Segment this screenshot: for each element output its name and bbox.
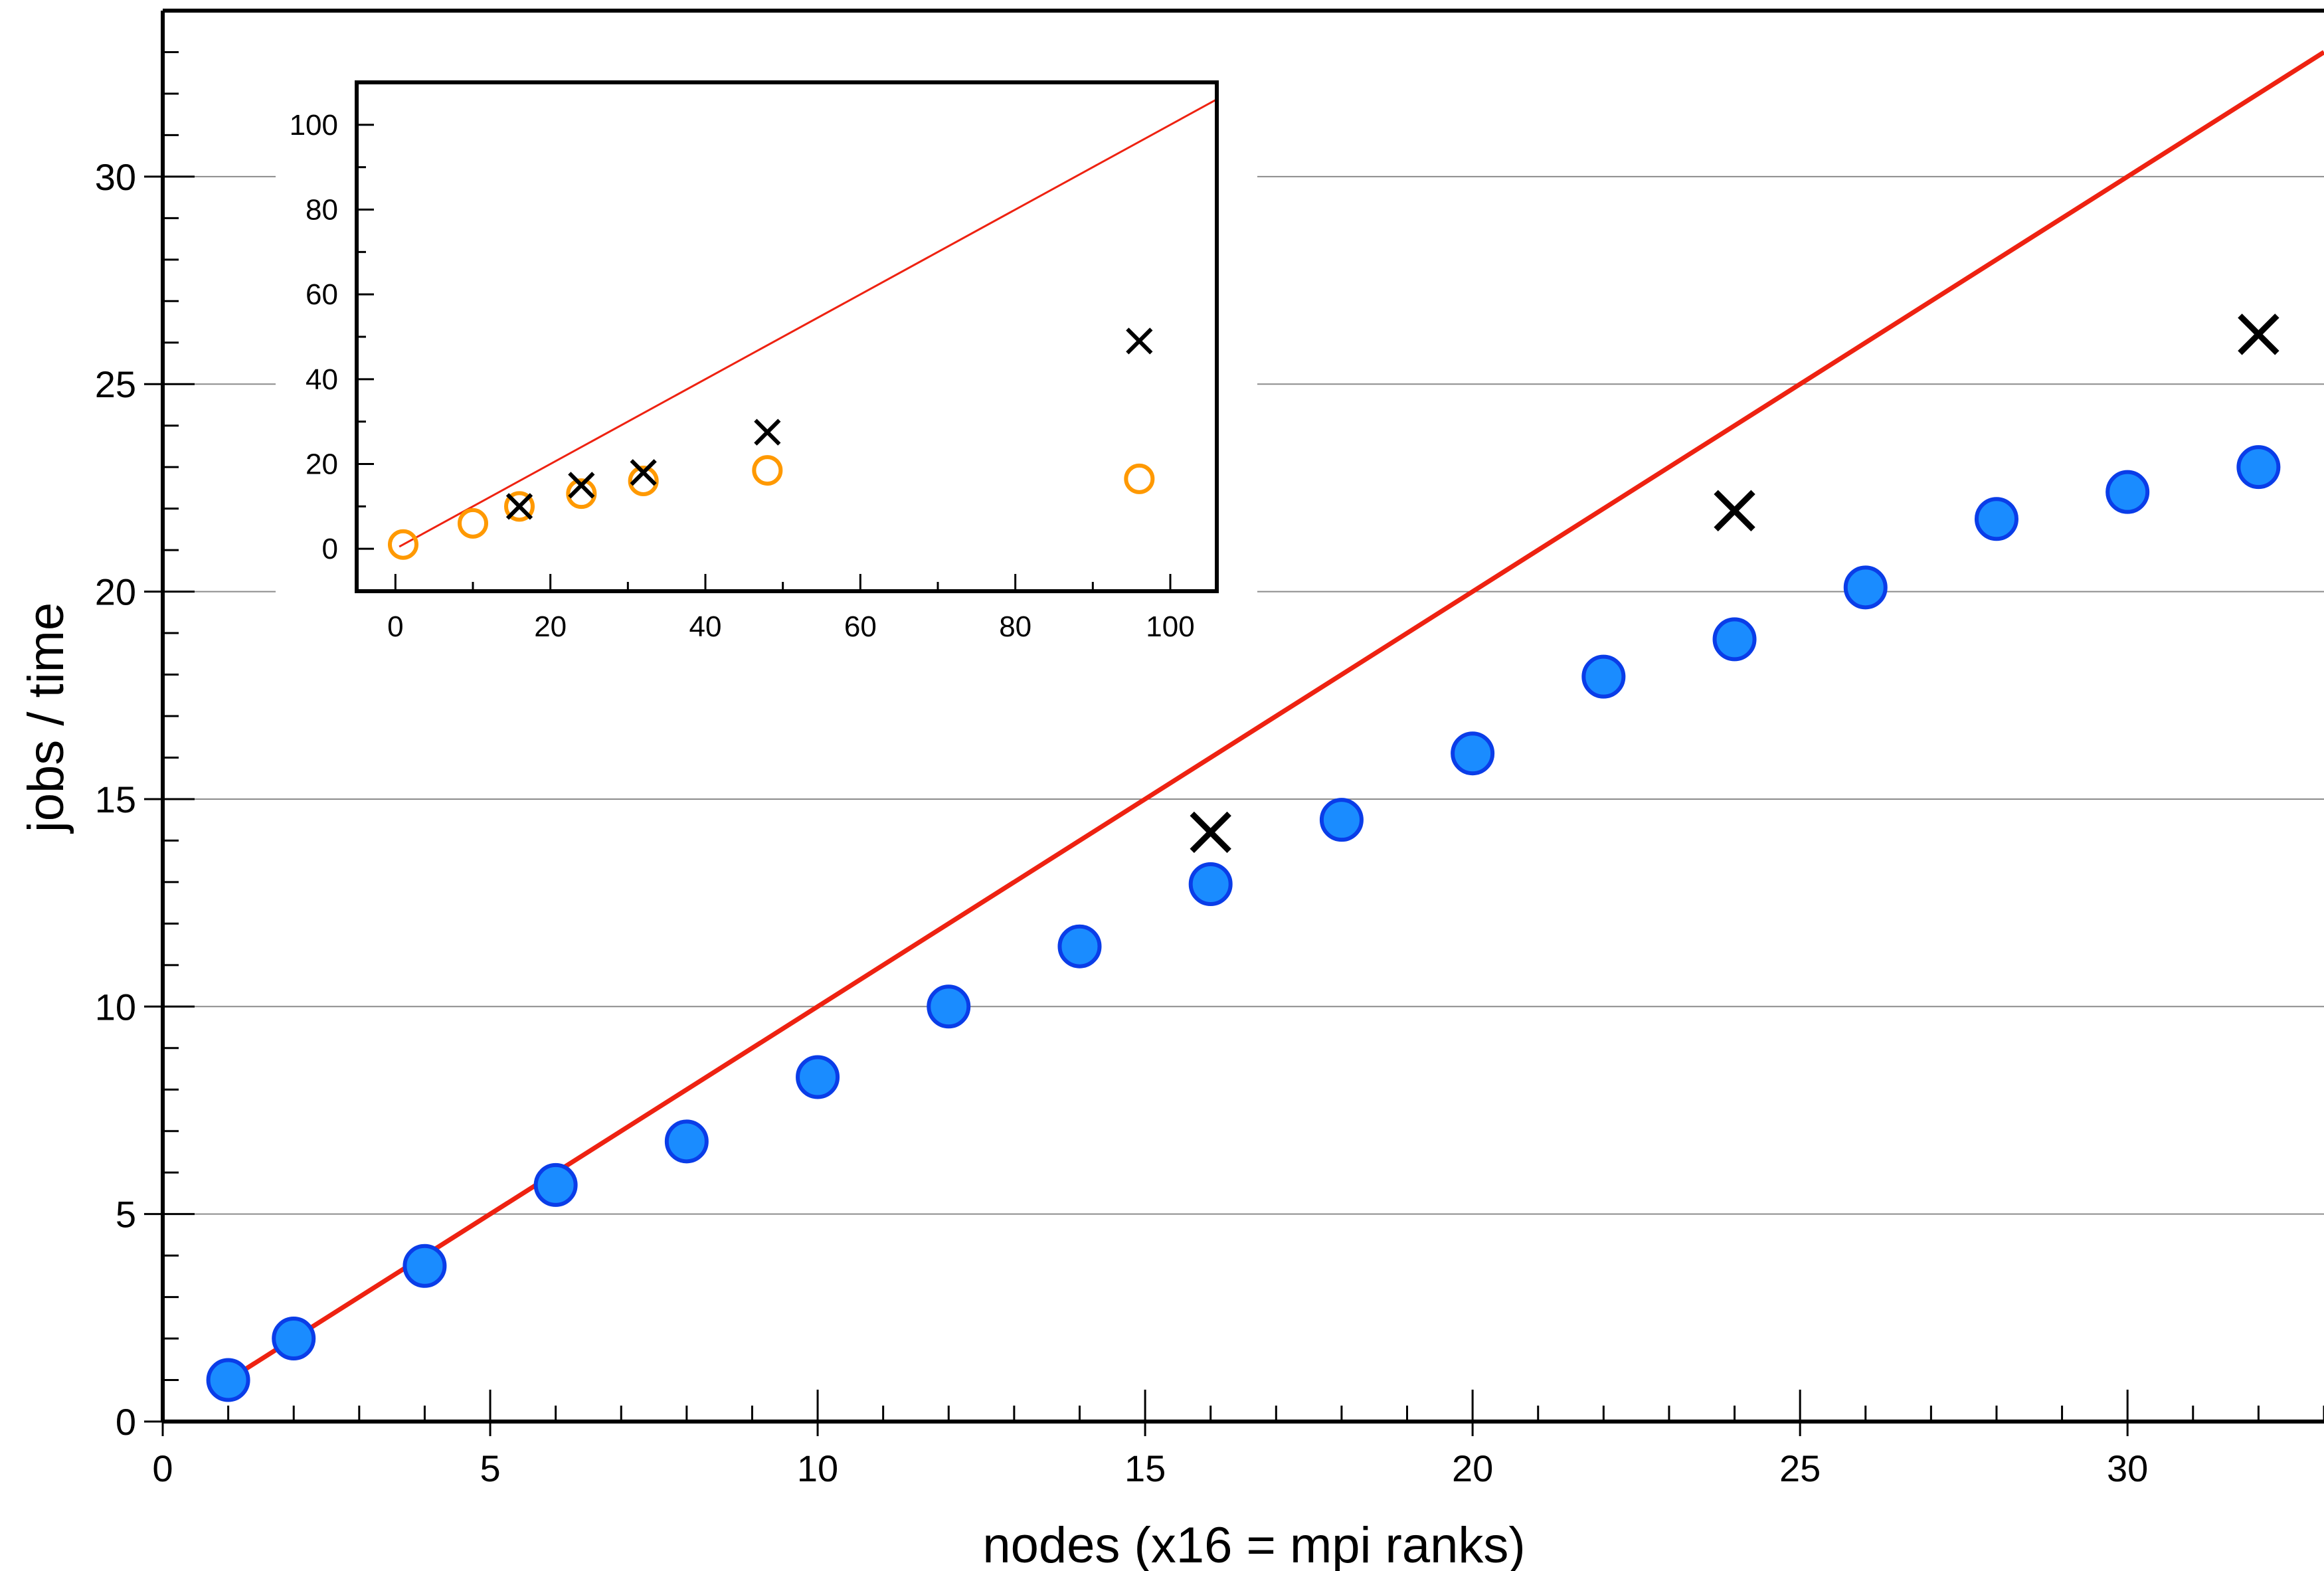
inset-y-tick-label: 40	[306, 363, 338, 396]
inset-x-tick-label: 80	[999, 610, 1031, 643]
cross-stroke	[754, 418, 781, 446]
inset-x-tick-label: 60	[844, 610, 877, 643]
data-point-measured	[1974, 497, 2018, 541]
x-tick-label: 10	[797, 1447, 838, 1489]
inset-y-tick-label: 100	[290, 109, 338, 141]
y-tick-label: 5	[116, 1194, 136, 1236]
cross-stroke	[1126, 327, 1153, 355]
inset-data-point-open	[566, 478, 597, 509]
x-tick-label: 25	[1779, 1447, 1821, 1489]
inset-data-point-cross	[630, 459, 657, 486]
inset-data-point-open	[458, 508, 488, 539]
inset-y-tick-label: 20	[306, 448, 338, 481]
inset-data-point-cross	[754, 418, 781, 446]
inset-x-tick-label: 40	[689, 610, 722, 643]
data-point-cross	[1714, 490, 1755, 531]
inset-x-tick-label: 100	[1146, 610, 1194, 643]
y-tick-label: 10	[95, 986, 136, 1028]
y-tick-label: 20	[95, 571, 136, 613]
data-point-measured	[1843, 565, 1888, 610]
y-tick-label: 0	[116, 1401, 136, 1443]
inset-data-point-cross	[1126, 327, 1153, 355]
y-tick-label: 15	[95, 779, 136, 820]
inset-chart: 0 20 40 60 80 100 0 20 40 60 80 100	[276, 66, 1257, 664]
data-point-measured	[796, 1055, 840, 1099]
inset-y-tick-label: 80	[306, 194, 338, 227]
inset-x-tick-label: 0	[387, 610, 403, 643]
x-tick-label: 20	[1452, 1447, 1493, 1489]
data-point-measured	[533, 1162, 578, 1207]
data-point-measured	[1188, 862, 1233, 907]
inset-y-tick-label: 60	[306, 278, 338, 311]
cross-stroke	[1714, 490, 1755, 531]
data-point-measured	[2236, 445, 2281, 490]
inset-ideal-line	[399, 98, 1217, 548]
data-point-cross	[2238, 314, 2279, 355]
x-tick-label: 15	[1124, 1447, 1166, 1489]
data-point-measured	[206, 1358, 250, 1402]
cross-stroke	[1190, 811, 1231, 854]
inset-data-point-open	[628, 466, 659, 497]
inset-data-point-open	[388, 529, 418, 560]
data-point-measured	[927, 984, 971, 1029]
x-tick-label: 5	[480, 1447, 500, 1489]
main-plot-marks	[206, 50, 2324, 1402]
cross-stroke	[505, 493, 533, 520]
inset-data-point-cross	[505, 493, 533, 520]
inset-data-point-open	[1124, 463, 1155, 494]
inset-y-tick-label: 0	[322, 533, 338, 565]
inset-x-tick-label: 20	[534, 610, 567, 643]
y-tick-label: 25	[95, 363, 136, 405]
inset-data-point-open	[752, 455, 783, 486]
inset-data-point-open	[504, 491, 535, 522]
data-point-measured	[664, 1119, 709, 1164]
data-point-measured	[1319, 798, 1364, 842]
inset-data-point-cross	[568, 472, 595, 499]
x-tick-label: 30	[2107, 1447, 2148, 1489]
y-axis-title: jobs / time	[18, 602, 74, 834]
data-point-measured	[2105, 470, 2150, 514]
x-axis-title: nodes (x16 = mpi ranks)	[982, 1517, 1525, 1571]
data-point-measured	[1057, 924, 1102, 969]
main-axes: 0 5 10 15 20 25 30 0 5 10 15 20 25 30	[95, 9, 2324, 1489]
cross-stroke	[568, 472, 595, 499]
data-point-cross	[1190, 811, 1231, 854]
x-tick-label: 0	[152, 1447, 173, 1489]
inset-backdrop	[276, 66, 1257, 664]
cross-stroke	[630, 459, 657, 486]
data-point-measured	[1581, 654, 1626, 699]
cross-stroke	[2238, 314, 2279, 355]
y-tick-label: 30	[95, 156, 136, 198]
ideal-scaling-line	[214, 50, 2324, 1390]
data-point-measured	[1712, 617, 1757, 662]
data-point-measured	[402, 1244, 447, 1288]
data-point-measured	[1451, 731, 1495, 776]
data-point-measured	[272, 1317, 316, 1361]
